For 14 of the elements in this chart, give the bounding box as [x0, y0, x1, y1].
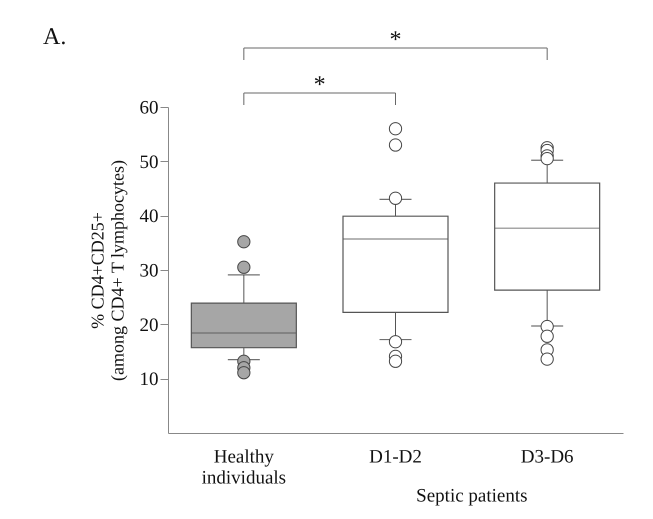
- x-tick-label: Healthy individuals: [202, 446, 286, 488]
- y-tick-label: 30: [140, 260, 158, 282]
- y-axis-title: % CD4+CD25+ (among CD4+ T lymphocytes): [88, 160, 128, 381]
- y-tick-label: 50: [140, 152, 158, 173]
- y-tick-label: 10: [140, 369, 158, 390]
- x-tick-label: D1-D2: [369, 446, 422, 468]
- y-tick-label: 60: [140, 98, 158, 118]
- x-axis-title: Septic patients: [416, 486, 528, 506]
- chart-title: A.: [43, 24, 66, 50]
- text: *: [390, 27, 402, 53]
- x-tick-label: D3-D6: [520, 446, 574, 468]
- y-tick-label: 40: [140, 206, 158, 228]
- y-tick-label: 20: [140, 314, 158, 336]
- text: *: [314, 72, 326, 98]
